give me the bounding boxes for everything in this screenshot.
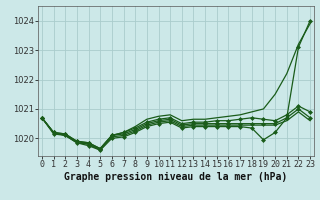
X-axis label: Graphe pression niveau de la mer (hPa): Graphe pression niveau de la mer (hPa): [64, 172, 288, 182]
